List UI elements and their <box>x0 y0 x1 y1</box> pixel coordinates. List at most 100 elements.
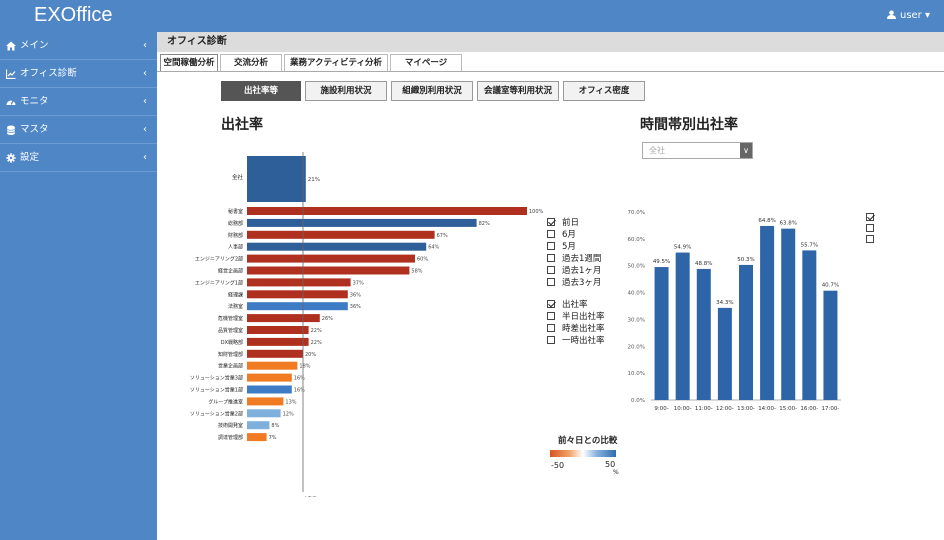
metric-check-temporary[interactable]: 一時出社率 <box>547 334 605 346</box>
subtab-org-usage[interactable]: 組織別利用状況 <box>391 81 473 101</box>
user-name: user <box>899 10 922 21</box>
bar-value-label: 26% <box>322 316 333 322</box>
org-select[interactable]: 全社 ∨ <box>642 142 753 159</box>
checkbox[interactable] <box>547 323 555 332</box>
period-check-june[interactable]: 6月 <box>547 228 601 240</box>
chevron-left-icon: ‹ <box>143 124 147 135</box>
bar <box>781 228 796 400</box>
period-check-past-week[interactable]: 過去1週間 <box>547 252 601 264</box>
bar-category-label: 危機管理室 <box>218 315 243 322</box>
y-tick-label: 10.0% <box>628 371 645 377</box>
subtab-facility-usage[interactable]: 施設利用状況 <box>305 81 387 101</box>
bar-category-label: 人事部 <box>228 244 243 251</box>
y-tick-label: 40.0% <box>628 291 645 297</box>
checkbox[interactable] <box>547 229 555 238</box>
bar <box>247 349 303 358</box>
sidebar-item-settings[interactable]: 設定 ‹ <box>0 144 157 172</box>
x-tick-label: 10:00- <box>674 406 692 412</box>
tab-business-activity[interactable]: 業務アクティビティ分析 <box>284 54 388 72</box>
bar <box>247 421 270 430</box>
chevron-left-icon: ‹ <box>143 96 147 107</box>
bar-value-label: 12% <box>283 411 294 417</box>
legend-title: 前々日との比較 <box>558 436 618 446</box>
checkbox[interactable] <box>547 335 555 344</box>
y-tick-label: 60.0% <box>628 237 645 243</box>
bar <box>247 385 292 394</box>
page-title: オフィス診断 <box>157 32 944 52</box>
y-tick-label: 0.0% <box>631 398 645 404</box>
period-check-prev-day[interactable]: 前日 <box>547 216 601 228</box>
bar-category-label: ソリューション営業1部 <box>190 387 243 394</box>
series-checkbox-3[interactable] <box>866 235 874 243</box>
bar <box>247 266 410 275</box>
series-checkbox-1[interactable] <box>866 213 874 221</box>
period-check-past-month[interactable]: 過去1ヶ月 <box>547 264 601 276</box>
bar-category-label: ソリューション営業3部 <box>190 375 243 382</box>
bar <box>717 307 732 400</box>
bar-value-label: 18% <box>299 364 310 370</box>
tab-space-utilization[interactable]: 空間稼働分析 <box>160 54 218 72</box>
bar-value-label: 36% <box>350 304 361 310</box>
bar <box>247 218 477 227</box>
bar <box>247 337 309 346</box>
bar-category-label: 経理課 <box>228 291 243 298</box>
period-check-may[interactable]: 5月 <box>547 240 601 252</box>
bar <box>823 290 838 400</box>
sidebar-item-master[interactable]: マスタ ‹ <box>0 116 157 144</box>
tab-divider <box>157 71 944 72</box>
bar <box>247 278 351 287</box>
subtab-attendance[interactable]: 出社率等 <box>221 81 301 101</box>
x-tick-label: 17:00- <box>822 406 840 412</box>
bar-category-label: 経営企画部 <box>218 268 243 275</box>
line-chart-icon <box>6 69 16 79</box>
sidebar-item-monitor[interactable]: モニタ ‹ <box>0 88 157 116</box>
sidebar-item-label: 設定 <box>20 152 40 163</box>
metric-check-staggered[interactable]: 時差出社率 <box>547 322 605 334</box>
x-tick-label: 11:00- <box>695 406 713 412</box>
bar-category-label: 財務部 <box>228 232 243 239</box>
app-logo[interactable]: EXOffice <box>34 4 113 26</box>
bar-value-label: 22% <box>311 340 322 346</box>
user-menu[interactable]: user ▾ <box>886 10 930 21</box>
gauge-icon <box>6 100 16 105</box>
legend-min: -50 <box>551 461 565 470</box>
bar <box>247 230 435 239</box>
tab-bar: 空間稼働分析 交流分析 業務アクティビティ分析 マイページ <box>160 54 464 72</box>
subtab-meeting-room-usage[interactable]: 会議室等利用状況 <box>477 81 559 101</box>
metric-check-half-day[interactable]: 半日出社率 <box>547 310 605 322</box>
bar-category-label: 法務室 <box>228 303 243 310</box>
series-checkbox-2[interactable] <box>866 224 874 232</box>
tab-interaction-analysis[interactable]: 交流分析 <box>220 54 282 72</box>
checkbox[interactable] <box>547 277 555 286</box>
bar <box>247 373 292 382</box>
bar-value-label: 100% <box>529 209 544 215</box>
x-tick-label: 14:00- <box>758 406 776 412</box>
bar <box>247 302 348 311</box>
x-tick-label: 12:00- <box>716 406 734 412</box>
bar-category-label: DX戦略部 <box>221 339 243 346</box>
bar-value-label: 64.8% <box>758 218 775 224</box>
checkbox[interactable] <box>547 311 555 320</box>
bar-category-label: 営業企画部 <box>218 363 243 370</box>
y-tick-label: 70.0% <box>628 210 645 216</box>
legend-color-scale <box>550 450 616 457</box>
bar-value-label: 22% <box>311 328 322 334</box>
checkbox[interactable] <box>547 299 555 308</box>
subtab-office-density[interactable]: オフィス密度 <box>563 81 645 101</box>
bar <box>247 433 267 442</box>
period-check-past-3-months[interactable]: 過去3ヶ月 <box>547 276 601 288</box>
tab-mypage[interactable]: マイページ <box>390 54 462 72</box>
chevron-down-icon[interactable]: ∨ <box>740 143 752 158</box>
sidebar-item-main[interactable]: メイン ‹ <box>0 32 157 60</box>
checkbox[interactable] <box>547 265 555 274</box>
bar-value-label: 13% <box>285 399 296 405</box>
x-tick-label: 13:00- <box>737 406 755 412</box>
bar-category-label: エンジニアリング2部 <box>195 256 243 263</box>
checkbox[interactable] <box>547 241 555 250</box>
sidebar-item-office-diagnosis[interactable]: オフィス診断 ‹ <box>0 60 157 88</box>
checkbox[interactable] <box>547 253 555 262</box>
sidebar-item-label: マスタ <box>20 124 49 135</box>
checkbox[interactable] <box>547 217 555 226</box>
subtab-bar: 出社率等 施設利用状況 組織別利用状況 会議室等利用状況 オフィス密度 <box>221 81 649 101</box>
metric-check-attendance[interactable]: 出社率 <box>547 298 605 310</box>
